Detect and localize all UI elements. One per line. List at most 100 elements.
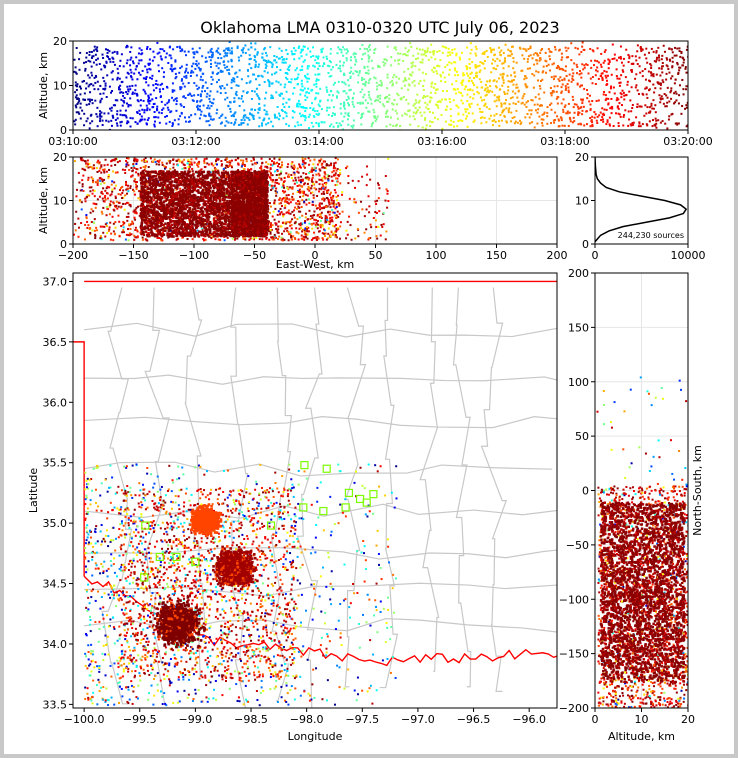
altitude-time-point — [119, 91, 122, 94]
altitude-time-point — [579, 85, 582, 88]
altitude-time-point — [636, 89, 639, 92]
east-west-point — [127, 201, 130, 204]
altitude-time-point — [548, 55, 551, 58]
east-west-point — [288, 212, 291, 215]
altitude-time-point — [198, 68, 201, 71]
east-west-point — [126, 228, 129, 231]
altitude-time-point — [373, 111, 376, 114]
altitude-time-point — [218, 116, 221, 119]
east-west-point — [209, 234, 212, 237]
east-west-point — [100, 238, 103, 241]
altitude-time-point — [230, 87, 233, 90]
altitude-time-point — [640, 50, 643, 53]
altitude-time-point — [476, 90, 479, 93]
east-west-point — [369, 237, 372, 240]
east-west-point — [114, 221, 117, 224]
east-west-point — [91, 167, 94, 170]
east-west-point — [289, 186, 292, 189]
east-west-point — [323, 234, 326, 237]
altitude-time-point — [560, 90, 563, 93]
altitude-time-point — [181, 49, 184, 52]
altitude-time-point — [306, 77, 309, 80]
altitude-time-point — [479, 116, 482, 119]
altitude-time-point — [293, 86, 296, 89]
altitude-time-point — [652, 99, 655, 102]
east-west-point — [230, 159, 233, 162]
altitude-time-point — [347, 97, 350, 100]
altitude-time-point — [634, 86, 637, 89]
altitude-time-point — [171, 70, 174, 73]
altitude-time-point — [314, 73, 317, 76]
altitude-time-point — [666, 96, 669, 99]
altitude-time-point — [185, 74, 188, 77]
east-west-point — [282, 197, 285, 200]
east-west-point — [320, 188, 323, 191]
east-west-point — [286, 186, 289, 189]
altitude-time-point — [312, 46, 315, 49]
altitude-time-point — [505, 121, 508, 124]
altitude-time-point — [153, 102, 156, 105]
altitude-time-point — [90, 113, 93, 116]
altitude-time-point — [318, 73, 321, 76]
east-west-point — [272, 162, 275, 165]
altitude-time-point — [615, 75, 618, 78]
east-west-point — [339, 172, 342, 175]
altitude-time-point — [596, 60, 599, 63]
altitude-time-point — [271, 73, 274, 76]
altitude-time-point — [342, 46, 345, 49]
east-west-point — [212, 164, 215, 167]
east-west-point — [80, 201, 83, 204]
altitude-time-point — [410, 66, 413, 69]
altitude-time-point — [416, 109, 419, 112]
altitude-time-point — [448, 51, 451, 54]
altitude-time-point — [123, 114, 126, 117]
east-west-point — [255, 162, 258, 165]
altitude-time-point — [397, 62, 400, 65]
altitude-time-point — [310, 55, 313, 58]
east-west-point — [283, 180, 286, 183]
altitude-time-point — [164, 56, 167, 59]
altitude-time-point — [221, 121, 224, 124]
east-west-point — [221, 183, 224, 187]
east-west-point — [86, 220, 89, 223]
altitude-time-point — [208, 94, 211, 97]
altitude-time-point — [273, 113, 276, 116]
altitude-time-point — [210, 104, 213, 107]
east-west-point — [203, 158, 206, 161]
east-west-point — [169, 159, 172, 162]
altitude-time-point — [313, 110, 316, 113]
altitude-time-point — [572, 79, 575, 82]
altitude-time-point — [523, 103, 526, 106]
altitude-time-point — [591, 76, 594, 79]
altitude-time-point — [617, 112, 620, 115]
altitude-time-point — [564, 85, 567, 88]
altitude-time-point — [279, 68, 282, 71]
altitude-time-point — [454, 67, 457, 70]
east-west-point — [329, 235, 332, 238]
altitude-time-point — [79, 87, 82, 90]
east-west-point — [169, 229, 172, 232]
altitude-time-point — [254, 108, 257, 111]
altitude-time-point — [446, 105, 449, 108]
altitude-time-point — [591, 82, 594, 85]
east-west-point — [205, 157, 208, 160]
altitude-time-point — [120, 53, 123, 56]
altitude-time-point — [580, 98, 583, 101]
east-west-point — [345, 167, 348, 170]
altitude-time-point — [407, 102, 410, 105]
altitude-time-point — [81, 80, 84, 83]
east-west-point — [105, 170, 108, 173]
altitude-time-point — [537, 93, 540, 96]
altitude-time-point — [174, 67, 177, 70]
east-west-point — [167, 204, 171, 208]
altitude-time-point — [244, 51, 247, 54]
east-west-point — [284, 204, 287, 207]
east-west-point — [130, 222, 133, 225]
altitude-time-point — [420, 53, 423, 56]
altitude-time-point — [441, 127, 444, 130]
altitude-time-point — [93, 45, 96, 48]
altitude-time-point — [615, 59, 618, 62]
altitude-time-point — [639, 71, 642, 74]
altitude-time-point — [370, 59, 373, 62]
east-west-point — [282, 184, 285, 187]
